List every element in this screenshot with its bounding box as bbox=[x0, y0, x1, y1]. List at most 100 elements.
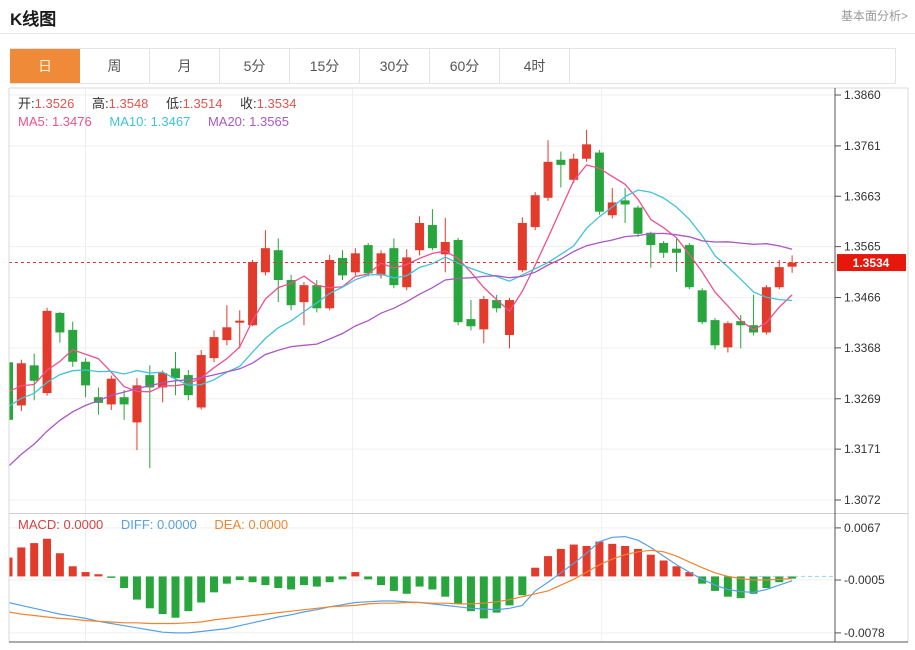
macd-bar bbox=[248, 576, 257, 583]
macd-bar bbox=[402, 576, 411, 594]
candle-body bbox=[633, 207, 643, 234]
price-axis-label: 1.3565 bbox=[844, 240, 881, 254]
macd-bar bbox=[312, 576, 321, 587]
macd-bar bbox=[749, 576, 758, 594]
candle-body bbox=[787, 262, 797, 267]
tab-5min[interactable]: 5分 bbox=[220, 49, 290, 83]
macd-bar bbox=[274, 576, 283, 589]
candle-body bbox=[723, 323, 733, 348]
macd-bar bbox=[287, 576, 296, 590]
macd-bar bbox=[569, 544, 578, 577]
macd-bar bbox=[351, 572, 360, 577]
price-axis-label: 1.3663 bbox=[844, 189, 881, 203]
candle-body bbox=[170, 368, 180, 379]
macd-bar bbox=[132, 576, 141, 600]
macd-bar bbox=[68, 566, 77, 577]
macd-axis-label: -0.0005 bbox=[844, 573, 885, 587]
candle-body bbox=[235, 320, 245, 323]
macd-axis-label: -0.0078 bbox=[844, 626, 885, 640]
tab-60min[interactable]: 60分 bbox=[430, 49, 500, 83]
candle-body bbox=[222, 327, 232, 341]
candle-body bbox=[325, 259, 335, 309]
macd-bar bbox=[389, 576, 398, 591]
macd-bar bbox=[107, 576, 116, 578]
candle-body bbox=[479, 299, 489, 330]
candle-body bbox=[517, 222, 527, 271]
dea-line bbox=[9, 549, 793, 625]
fundamental-analysis-link[interactable]: 基本面分析> bbox=[840, 9, 908, 23]
macd-bar bbox=[556, 548, 565, 577]
macd-bar bbox=[621, 546, 630, 577]
macd-bar bbox=[762, 576, 771, 589]
macd-bar bbox=[595, 541, 604, 577]
macd-bar bbox=[736, 576, 745, 599]
candles-layer bbox=[9, 129, 797, 469]
candle-body bbox=[556, 159, 566, 165]
macd-bar bbox=[235, 576, 244, 581]
candle-body bbox=[273, 250, 283, 281]
page-title: K线图 bbox=[10, 10, 57, 29]
candle-body bbox=[312, 285, 322, 309]
macd-bar bbox=[184, 576, 193, 612]
macd-bar bbox=[299, 576, 308, 586]
macd-bar bbox=[197, 576, 206, 603]
candle-body bbox=[607, 202, 617, 216]
candle-body bbox=[774, 267, 784, 288]
macd-bar bbox=[9, 557, 13, 577]
tab-4hour[interactable]: 4时 bbox=[500, 49, 570, 83]
candle-body bbox=[415, 222, 425, 251]
current-price-tag bbox=[837, 254, 906, 272]
macd-bar bbox=[338, 576, 347, 580]
candle-body bbox=[299, 285, 309, 303]
candle-body bbox=[248, 262, 258, 326]
tab-30min[interactable]: 30分 bbox=[360, 49, 430, 83]
macd-bar bbox=[711, 576, 720, 591]
macd-bar bbox=[210, 576, 219, 593]
candle-body bbox=[492, 300, 502, 309]
tab-15min[interactable]: 15分 bbox=[290, 49, 360, 83]
macd-bar bbox=[608, 543, 617, 577]
candle-body bbox=[671, 248, 681, 253]
macd-bar bbox=[43, 538, 52, 577]
macd-bar bbox=[428, 576, 437, 590]
tab-day[interactable]: 日 bbox=[10, 49, 80, 83]
candle-body bbox=[55, 312, 65, 333]
candle-body bbox=[749, 325, 759, 333]
candle-body bbox=[697, 290, 707, 323]
candle-body bbox=[466, 319, 476, 327]
tab-month[interactable]: 月 bbox=[150, 49, 220, 83]
candle-body bbox=[543, 161, 553, 198]
candle-body bbox=[209, 337, 219, 359]
candle-body bbox=[119, 397, 129, 405]
candle-body bbox=[659, 243, 669, 253]
macd-bar bbox=[325, 576, 334, 583]
candle-body bbox=[453, 239, 463, 323]
ma5-line bbox=[9, 164, 793, 393]
macd-bar bbox=[698, 576, 707, 584]
macd-bar bbox=[544, 556, 553, 577]
candle-body bbox=[29, 365, 39, 381]
candle-body bbox=[569, 158, 579, 180]
macd-bar bbox=[646, 554, 655, 577]
candle-body bbox=[440, 241, 450, 255]
ma10-line bbox=[9, 189, 793, 407]
macd-axis-label: 0.0067 bbox=[844, 521, 881, 535]
candle-body bbox=[402, 257, 412, 288]
macd-bar bbox=[466, 576, 475, 612]
candle-body bbox=[363, 245, 373, 274]
topbar: K线图 基本面分析> bbox=[0, 0, 915, 33]
price-axis-label: 1.3368 bbox=[844, 341, 881, 355]
macd-bar bbox=[81, 572, 90, 577]
candle-body bbox=[376, 253, 386, 276]
candle-body bbox=[337, 257, 347, 276]
current-price-tag-label: 1.3534 bbox=[853, 256, 890, 270]
tab-week[interactable]: 周 bbox=[80, 49, 150, 83]
macd-bar bbox=[261, 576, 270, 586]
price-axis-label: 1.3171 bbox=[844, 442, 881, 456]
macd-bar bbox=[120, 576, 129, 589]
candle-body bbox=[736, 321, 746, 326]
macd-bar bbox=[30, 543, 39, 577]
candle-body bbox=[260, 248, 270, 273]
macd-bar bbox=[94, 574, 103, 577]
